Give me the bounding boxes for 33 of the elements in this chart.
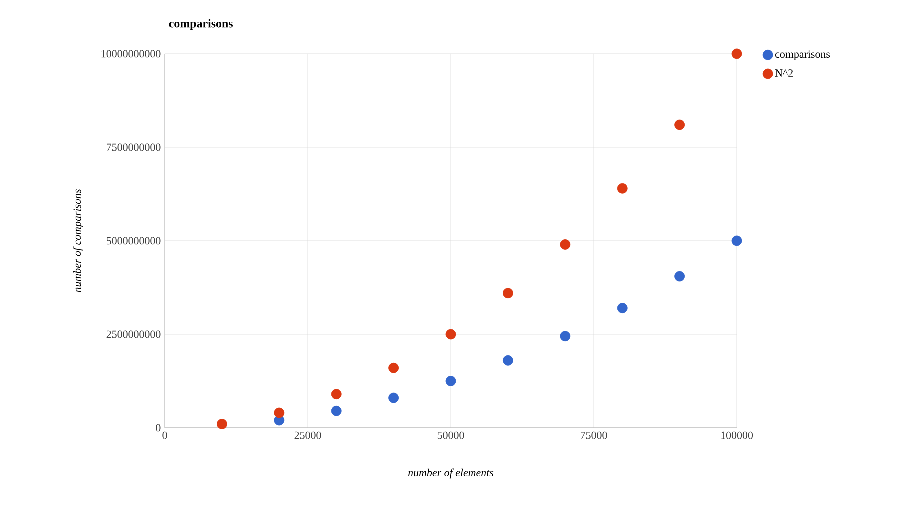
y-tick-label: 7500000000: [107, 144, 161, 152]
point: [217, 419, 228, 430]
x-tick-label: 100000: [722, 432, 754, 440]
point: [331, 389, 342, 400]
y-axis-title: number of comparisons: [73, 190, 84, 292]
y-tick-label: 2500000000: [106, 330, 161, 338]
point: [388, 362, 400, 374]
point: [274, 408, 285, 418]
point: [388, 392, 400, 404]
legend-label: comparisons: [775, 50, 830, 60]
point: [617, 303, 628, 314]
y-tick-label: 5000000000: [107, 237, 161, 245]
point: [560, 240, 571, 250]
x-tick-label: 50000: [438, 432, 464, 440]
point: [446, 329, 456, 340]
x-tick-label: 75000: [581, 432, 608, 440]
point: [674, 120, 686, 130]
point: [446, 376, 456, 386]
legend-label: N^2: [775, 70, 793, 77]
x-axis-title: number of elements: [408, 468, 494, 479]
x-tick-label: 0: [162, 432, 168, 440]
y-tick-label: 0: [156, 424, 161, 432]
point: [331, 406, 342, 416]
point: [503, 288, 514, 299]
x-tick-label: 25000: [294, 432, 322, 440]
point: [503, 355, 514, 366]
point: [732, 48, 742, 60]
point: [732, 236, 742, 246]
chart-title: comparisons: [169, 19, 233, 30]
point: [674, 271, 686, 282]
y-tick-label: 10000000000: [102, 50, 161, 58]
point: [560, 331, 571, 342]
point: [617, 183, 628, 194]
